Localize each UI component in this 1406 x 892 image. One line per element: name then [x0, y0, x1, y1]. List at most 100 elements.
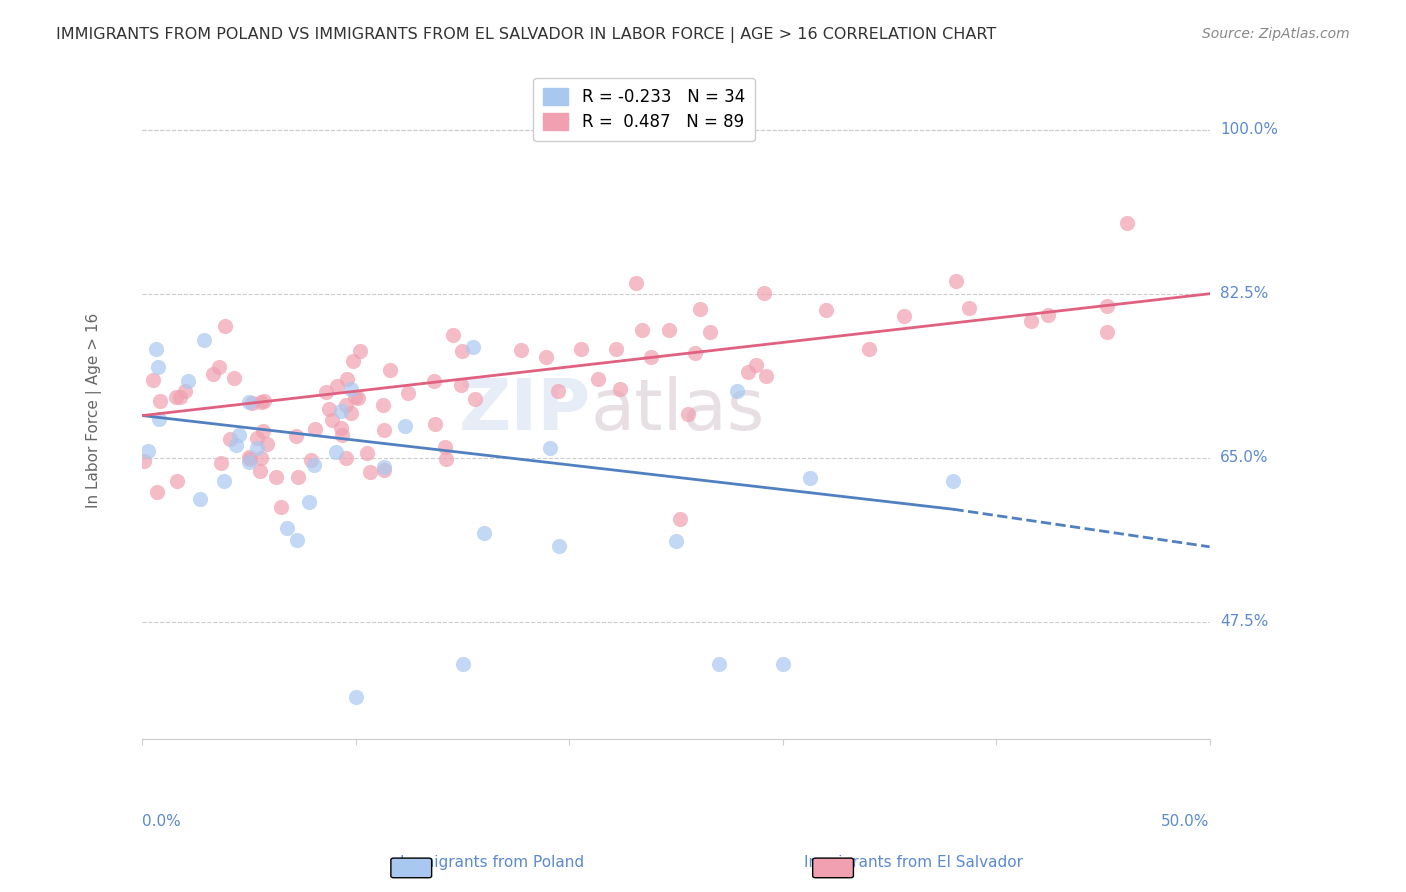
- Text: 82.5%: 82.5%: [1220, 286, 1268, 301]
- Point: [450, 377, 472, 392]
- Point: [359, 465, 381, 479]
- Point: [349, 344, 371, 359]
- Point: [1036, 308, 1059, 322]
- Point: [193, 333, 215, 347]
- Point: [208, 360, 231, 375]
- Point: [165, 390, 187, 404]
- Point: [214, 318, 236, 333]
- Point: [752, 285, 775, 300]
- Point: [630, 322, 652, 336]
- Point: [441, 328, 464, 343]
- Point: [772, 657, 794, 671]
- Point: [329, 420, 352, 434]
- Point: [342, 354, 364, 368]
- Point: [609, 383, 631, 397]
- Point: [394, 419, 416, 434]
- Point: [166, 474, 188, 488]
- Point: [799, 471, 821, 485]
- Point: [343, 391, 366, 405]
- Text: Immigrants from El Salvador: Immigrants from El Salvador: [804, 855, 1024, 870]
- Point: [689, 301, 711, 316]
- Point: [250, 451, 273, 466]
- Point: [340, 382, 363, 396]
- Point: [219, 432, 242, 446]
- Point: [177, 374, 200, 388]
- Point: [239, 452, 262, 467]
- Point: [209, 456, 232, 470]
- Point: [304, 422, 326, 436]
- Point: [538, 441, 561, 455]
- Point: [510, 343, 533, 357]
- Text: 0.0%: 0.0%: [142, 814, 181, 829]
- Point: [188, 492, 211, 507]
- Point: [547, 384, 569, 398]
- Point: [536, 350, 558, 364]
- Point: [945, 274, 967, 288]
- Point: [142, 373, 165, 387]
- Point: [699, 325, 721, 339]
- Point: [330, 403, 353, 417]
- Point: [285, 429, 308, 443]
- Text: 50.0%: 50.0%: [1161, 814, 1209, 829]
- Point: [858, 342, 880, 356]
- Point: [737, 366, 759, 380]
- Point: [240, 395, 263, 409]
- Point: [298, 495, 321, 509]
- Text: ZIP: ZIP: [458, 376, 591, 445]
- Point: [336, 372, 359, 386]
- Point: [335, 398, 357, 412]
- Point: [451, 344, 474, 359]
- Point: [640, 351, 662, 365]
- Point: [725, 384, 748, 399]
- Text: 100.0%: 100.0%: [1220, 122, 1278, 137]
- Point: [173, 384, 195, 398]
- Text: atlas: atlas: [591, 376, 765, 445]
- Point: [335, 450, 357, 465]
- Point: [893, 310, 915, 324]
- Point: [238, 395, 260, 409]
- Point: [136, 444, 159, 458]
- Point: [464, 392, 486, 407]
- Point: [942, 474, 965, 488]
- Point: [605, 342, 627, 356]
- Point: [270, 500, 292, 515]
- Point: [276, 521, 298, 535]
- Point: [253, 393, 276, 408]
- Text: Immigrants from Poland: Immigrants from Poland: [401, 855, 583, 870]
- Point: [434, 451, 457, 466]
- Point: [1095, 299, 1118, 313]
- Point: [287, 470, 309, 484]
- Point: [665, 534, 688, 549]
- Point: [225, 438, 247, 452]
- Point: [815, 302, 838, 317]
- Point: [134, 453, 156, 467]
- Point: [1095, 326, 1118, 340]
- Point: [434, 441, 457, 455]
- Text: 65.0%: 65.0%: [1220, 450, 1268, 466]
- Point: [378, 362, 401, 376]
- Point: [148, 412, 170, 426]
- Point: [145, 342, 167, 356]
- Point: [285, 533, 308, 547]
- Point: [238, 455, 260, 469]
- Point: [228, 427, 250, 442]
- Point: [299, 453, 322, 467]
- Point: [472, 526, 495, 541]
- Point: [425, 417, 447, 431]
- Point: [669, 511, 692, 525]
- Point: [571, 342, 593, 356]
- Point: [246, 441, 269, 455]
- Point: [326, 379, 349, 393]
- Text: In Labor Force | Age > 16: In Labor Force | Age > 16: [86, 313, 103, 508]
- Point: [246, 431, 269, 445]
- Point: [745, 358, 768, 372]
- Point: [256, 437, 278, 451]
- Point: [707, 657, 730, 671]
- Point: [344, 690, 367, 704]
- Point: [626, 276, 648, 290]
- Point: [347, 391, 370, 405]
- Point: [461, 339, 484, 353]
- Point: [957, 301, 980, 316]
- Point: [1019, 314, 1042, 328]
- Point: [321, 413, 343, 427]
